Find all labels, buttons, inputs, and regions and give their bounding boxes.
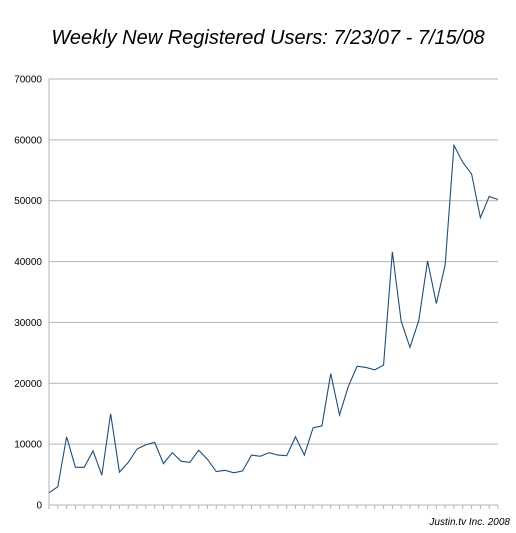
series-layer <box>48 143 499 494</box>
y-tick-label: 10000 <box>14 440 42 451</box>
chart-title: Weekly New Registered Users: 7/23/07 - 7… <box>51 27 484 49</box>
series-line <box>48 143 499 494</box>
y-tick-label: 60000 <box>14 135 42 146</box>
y-tick-label: 30000 <box>14 318 42 329</box>
y-tick-label: 0 <box>36 501 42 512</box>
plot-frame <box>48 79 498 506</box>
y-axis-tick-labels: 0 10000 20000 30000 40000 50000 60000 70000 <box>14 75 42 512</box>
y-tick-label: 40000 <box>14 257 42 268</box>
gridlines <box>49 78 498 445</box>
credit-label: Justin.tv Inc. 2008 <box>428 517 510 528</box>
y-tick-label: 20000 <box>14 379 42 390</box>
y-tick-label: 50000 <box>14 196 42 207</box>
x-axis-tick-marks <box>48 505 499 509</box>
y-tick-label: 70000 <box>14 75 42 86</box>
